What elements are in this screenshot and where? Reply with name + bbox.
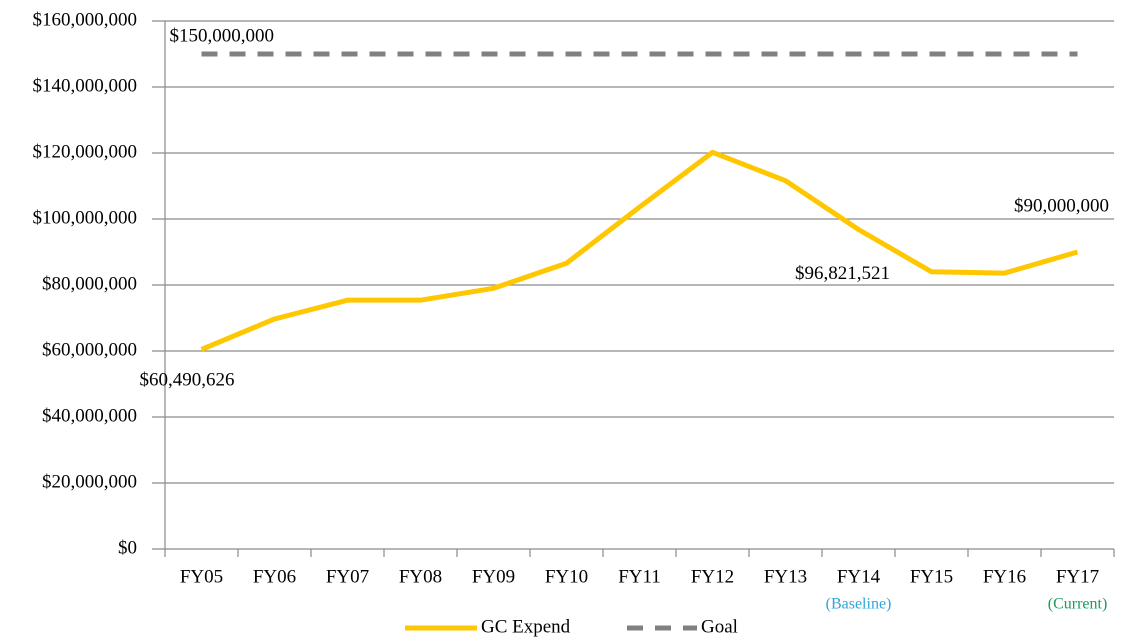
x-tick-note: (Baseline)	[826, 596, 892, 613]
y-tick-label: $160,000,000	[33, 9, 138, 30]
x-tick-label: FY10	[545, 566, 588, 587]
y-tick-label: $0	[118, 537, 137, 558]
y-tick-label: $80,000,000	[42, 273, 137, 294]
y-tick-label: $120,000,000	[33, 141, 138, 162]
y-tick-label: $40,000,000	[42, 405, 137, 426]
x-tick-label: FY14	[837, 566, 881, 587]
x-tick-label: FY15	[910, 566, 953, 587]
y-tick-label: $100,000,000	[33, 207, 138, 228]
y-tick-label: $20,000,000	[42, 471, 137, 492]
x-tick-label: FY16	[983, 566, 1026, 587]
data-label: $90,000,000	[1014, 195, 1109, 216]
x-tick-label: FY11	[618, 566, 661, 587]
legend-label: Goal	[701, 616, 738, 637]
y-tick-label: $140,000,000	[33, 75, 138, 96]
x-tick-label: FY13	[764, 566, 807, 587]
data-label: $60,490,626	[140, 370, 235, 391]
x-tick-label: FY05	[180, 566, 223, 587]
data-label: $150,000,000	[170, 25, 275, 46]
x-tick-label: FY17	[1056, 566, 1099, 587]
x-tick-label: FY09	[472, 566, 515, 587]
x-tick-note: (Current)	[1048, 596, 1108, 613]
series-line	[200, 149, 1079, 352]
data-label: $96,821,521	[795, 263, 890, 284]
x-tick-label: FY12	[691, 566, 734, 587]
x-tick-label: FY07	[326, 566, 369, 587]
legend-label: GC Expend	[481, 616, 571, 637]
x-tick-label: FY08	[399, 566, 442, 587]
x-tick-label: FY06	[253, 566, 296, 587]
y-tick-label: $60,000,000	[42, 339, 137, 360]
